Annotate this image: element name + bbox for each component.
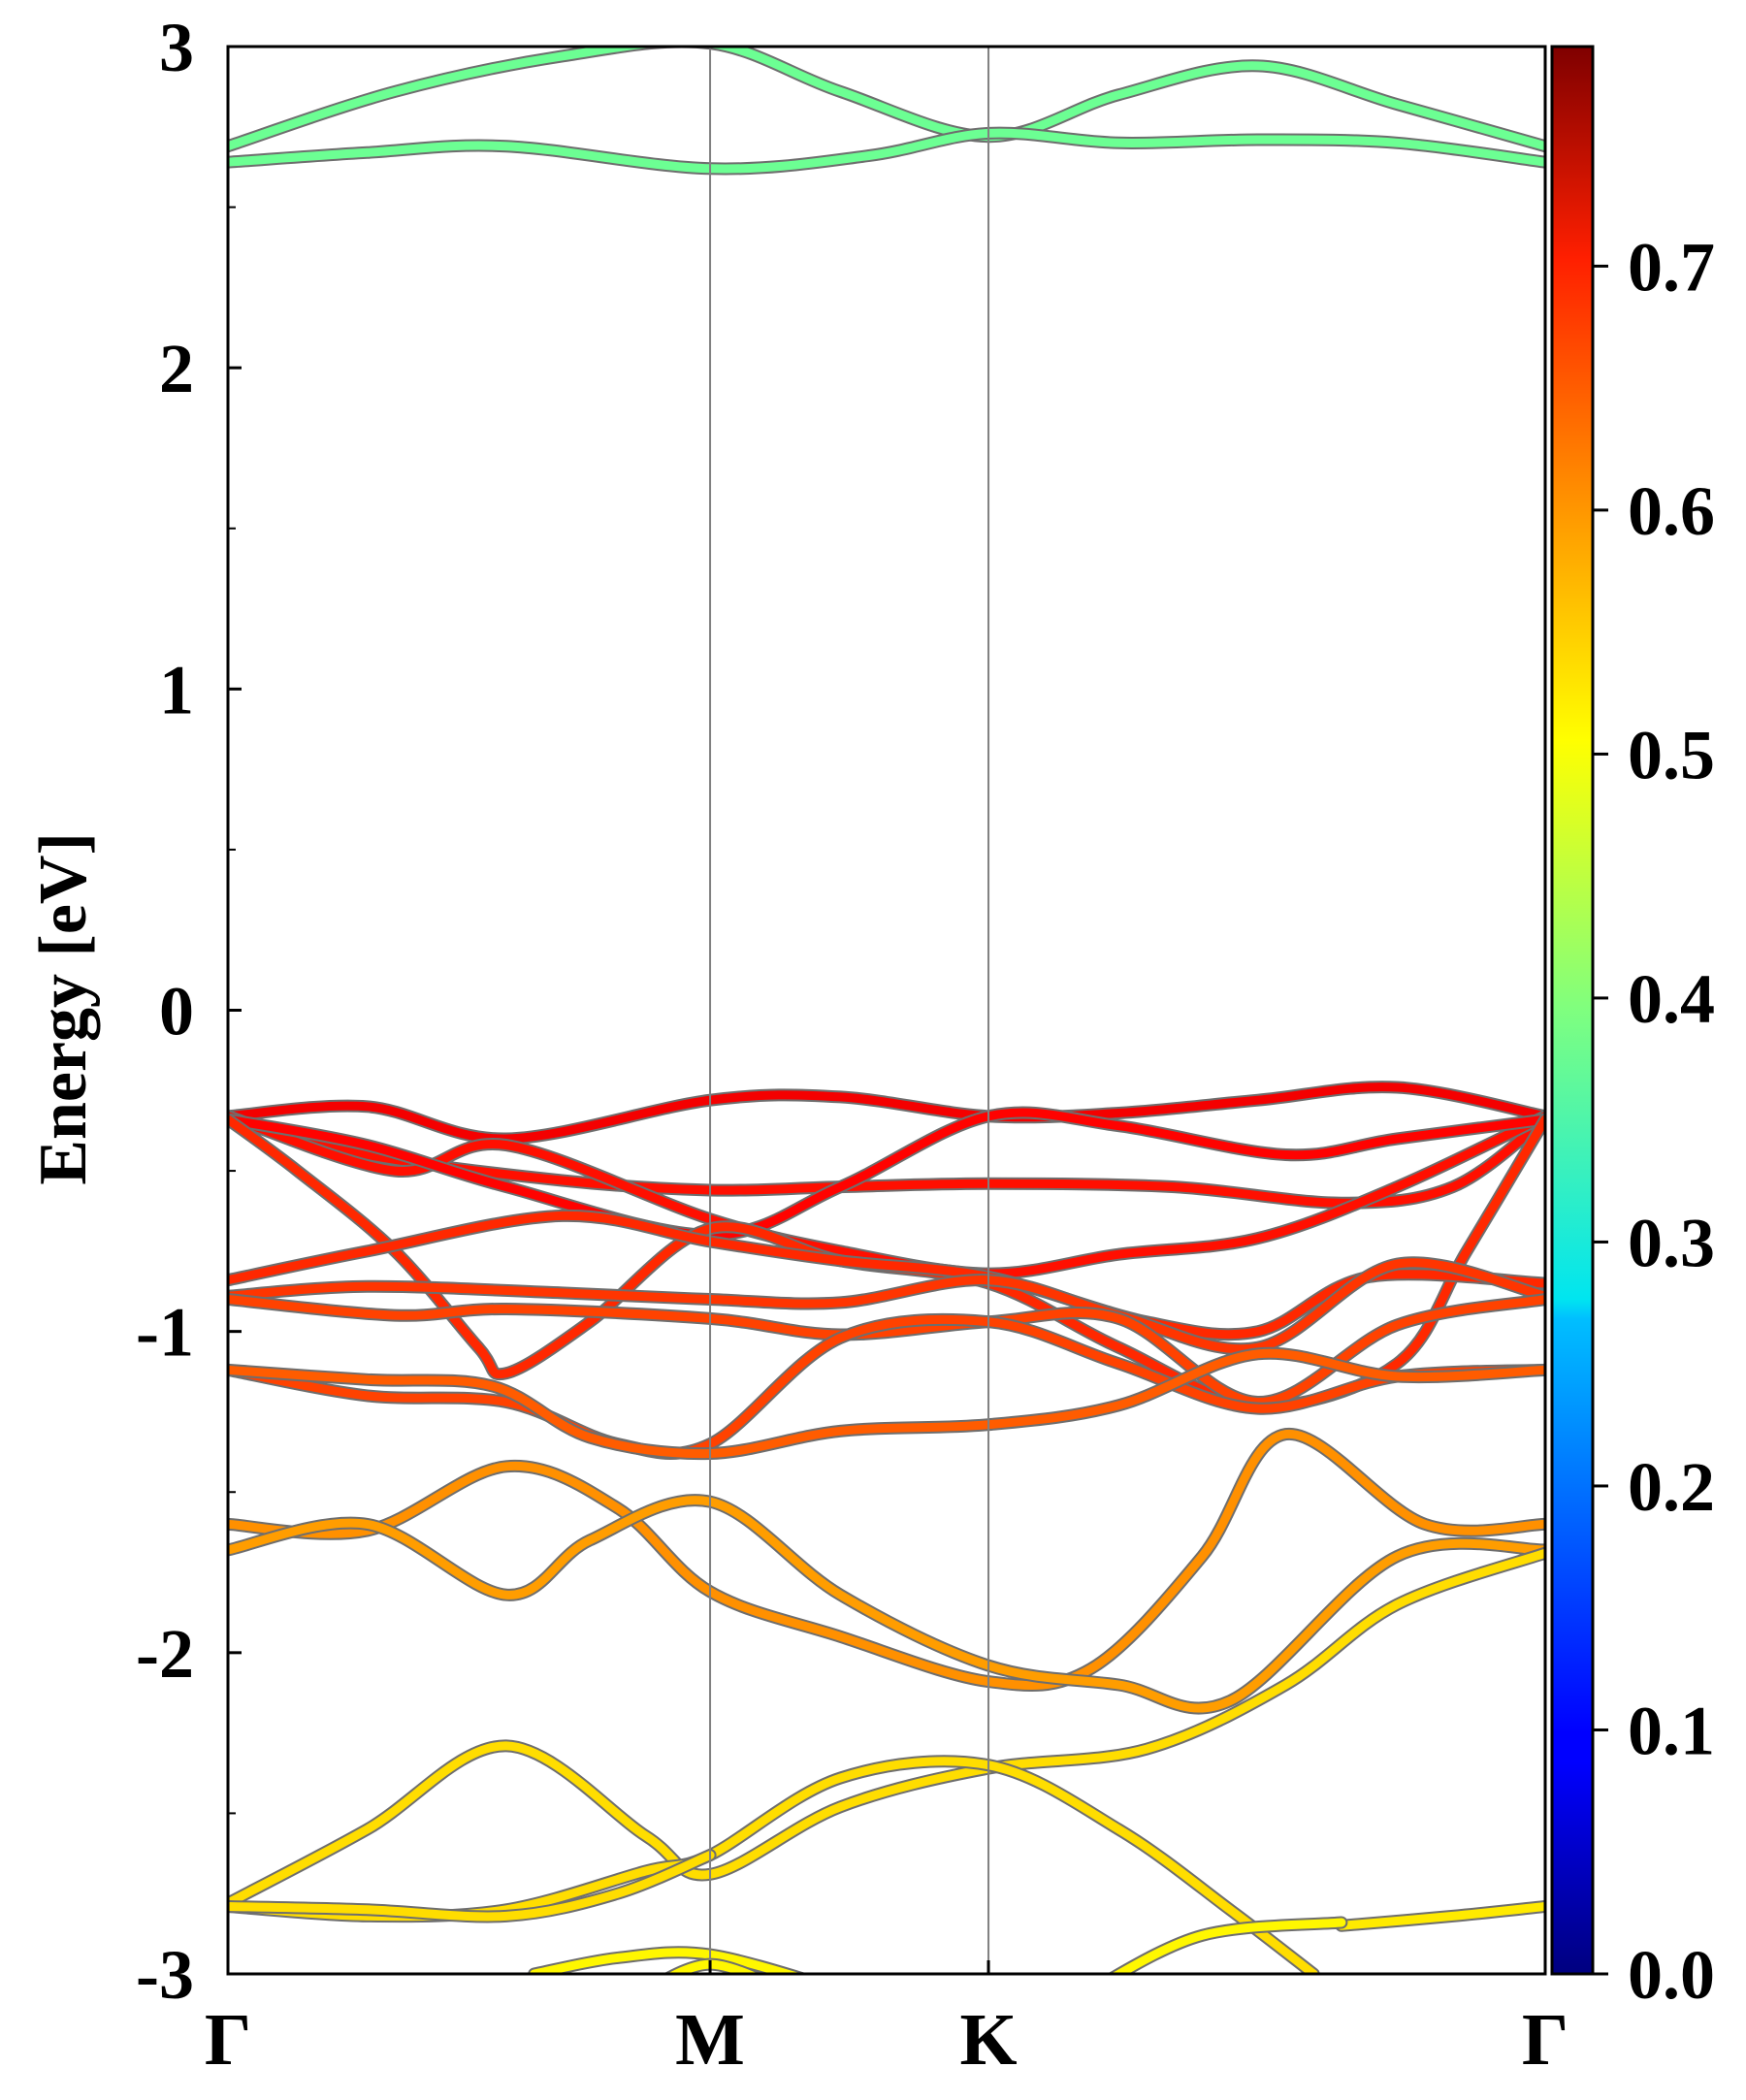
colorbar-tick-label-6: 0.6: [1628, 472, 1715, 550]
band-5: [228, 1108, 1545, 1240]
band-2: [228, 1082, 1545, 1144]
band-18: [530, 1948, 803, 1974]
band-15: [228, 1757, 1318, 1974]
x-tick-label-1: M: [675, 1999, 745, 2081]
colorbar-tick-label-2: 0.2: [1628, 1448, 1715, 1526]
y-tick-label-2: 1: [159, 651, 194, 728]
band-outline-14: [228, 1546, 1545, 1910]
band-1: [228, 128, 1545, 174]
colorbar: 0.0 0.1 0.2 0.3 0.4 0.5 0.6 0.7: [1550, 45, 1715, 2014]
colorbar-gradient: [1550, 45, 1595, 1976]
y-tick-label-6: -3: [136, 1936, 194, 2014]
colorbar-tick-label-7: 0.7: [1628, 228, 1715, 306]
band-7: [228, 1211, 1545, 1340]
x-tick-label-2: K: [959, 1999, 1017, 2081]
band-12: [228, 1430, 1545, 1691]
band-13: [228, 1496, 1545, 1713]
y-axis-label: Energy [eV]: [26, 832, 101, 1185]
high-symmetry-lines: [709, 47, 990, 1974]
band-16: [228, 1851, 715, 1922]
y-tick-label-0: 3: [159, 9, 194, 86]
band-outline-15: [228, 1755, 1320, 1974]
y-tick-label-1: 2: [159, 330, 194, 407]
band-17: [1337, 1902, 1545, 1930]
colorbar-tick-label-4: 0.4: [1628, 960, 1715, 1038]
y-tick-label-3: 0: [159, 973, 194, 1050]
band-11: [228, 1348, 1545, 1459]
y-tick-label-4: -1: [136, 1294, 194, 1372]
band-outline-2: [228, 1081, 1545, 1146]
band-20: [1111, 1918, 1346, 1974]
colorbar-tick-label-1: 0.1: [1628, 1692, 1715, 1769]
plot-frame: [226, 45, 1547, 1976]
band-8: [228, 1258, 1545, 1354]
band-10: [228, 1314, 1545, 1458]
band-outline-4: [228, 1110, 1545, 1280]
x-tick-label-0: Γ: [205, 1999, 251, 2081]
colorbar-tick-label-3: 0.3: [1628, 1204, 1715, 1281]
band-0: [228, 47, 1545, 151]
colorbar-ticks: 0.0 0.1 0.2 0.3 0.4 0.5 0.6 0.7: [1593, 228, 1715, 2014]
y-axis: 3 2 1 0 -1 -2 -3: [136, 9, 242, 2014]
band-14: [228, 1548, 1545, 1908]
band-4: [228, 1112, 1545, 1278]
x-tick-label-3: Γ: [1522, 1999, 1568, 2081]
band-outline-0: [228, 47, 1545, 153]
colorbar-tick-label-5: 0.5: [1628, 716, 1715, 793]
colorbar-tick-label-0: 0.0: [1628, 1936, 1715, 2014]
bands-layer: [228, 47, 1545, 1974]
y-tick-label-5: -2: [136, 1615, 194, 1693]
band-outline-13: [228, 1494, 1545, 1715]
